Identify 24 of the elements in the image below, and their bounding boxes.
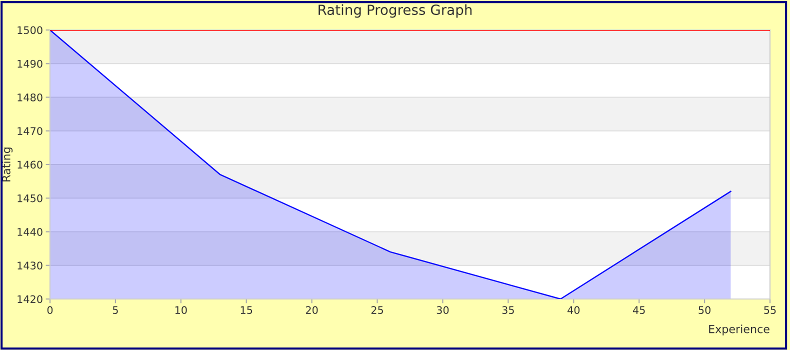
x-axis-title: Experience xyxy=(709,324,770,336)
x-tick-label: 30 xyxy=(436,306,449,314)
y-tick-label: 1490 xyxy=(18,60,42,68)
x-tick-label: 35 xyxy=(502,306,514,314)
x-tick-label: 20 xyxy=(306,306,318,314)
x-tick-label: 25 xyxy=(371,306,383,314)
y-tick-label: 1500 xyxy=(18,26,42,34)
x-tick-label: 0 xyxy=(47,306,53,314)
x-tick-label: 45 xyxy=(632,306,645,314)
x-tick-label: 50 xyxy=(698,306,710,314)
y-tick-label: 1480 xyxy=(18,93,42,102)
x-tick-label: 40 xyxy=(568,306,580,314)
x-tick-label: 55 xyxy=(764,306,776,314)
y-axis-title: Rating xyxy=(2,148,13,182)
x-tick-label: 5 xyxy=(112,306,118,314)
y-tick-label: 1460 xyxy=(18,160,42,169)
y-tick-label: 1440 xyxy=(18,228,42,236)
chart-title: Rating Progress Graph xyxy=(318,4,472,18)
y-tick-label: 1430 xyxy=(18,262,42,270)
y-tick-label: 1420 xyxy=(18,295,42,304)
x-tick-label: 15 xyxy=(240,306,252,314)
x-tick-label: 10 xyxy=(175,306,187,314)
y-tick-label: 1470 xyxy=(18,127,42,135)
y-tick-label: 1450 xyxy=(18,194,42,202)
